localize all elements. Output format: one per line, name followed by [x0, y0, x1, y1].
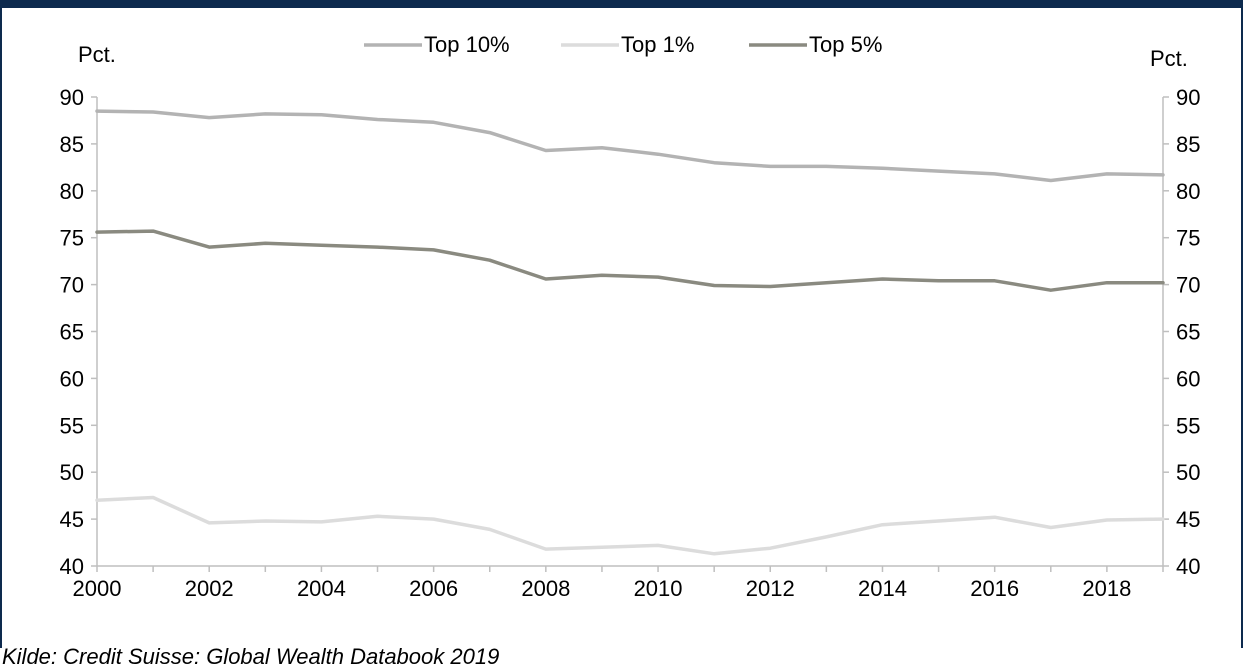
x-tick-label: 2002	[185, 576, 234, 601]
y-tick-label-right: 65	[1176, 320, 1200, 345]
y-tick-label-left: 90	[60, 85, 84, 110]
x-tick-label: 2016	[970, 576, 1019, 601]
y-tick-label-left: 65	[60, 320, 84, 345]
legend-label-2: Top 1%	[621, 32, 694, 57]
x-tick-label: 2008	[521, 576, 570, 601]
series-line-2	[95, 495, 1165, 556]
y-tick-label-right: 50	[1176, 460, 1200, 485]
y-axis-label-left: Pct.	[78, 42, 116, 67]
legend-label-3: Top 5%	[809, 32, 882, 57]
y-tick-label-left: 75	[60, 226, 84, 251]
x-tick-label: 2000	[73, 576, 122, 601]
series-line-3	[95, 229, 1165, 292]
x-tick-label: 2004	[297, 576, 346, 601]
y-tick-label-left: 60	[60, 366, 84, 391]
y-tick-label-right: 55	[1176, 413, 1200, 438]
series-line-1	[95, 109, 1165, 183]
y-tick-label-left: 45	[60, 507, 84, 532]
y-tick-label-right: 45	[1176, 507, 1200, 532]
figure-header-bar	[0, 0, 1243, 8]
y-tick-label-left: 40	[60, 554, 84, 579]
y-tick-label-right: 70	[1176, 273, 1200, 298]
x-tick-label: 2012	[746, 576, 795, 601]
chart-legend: Top 10% Top 1% Top 5%	[364, 32, 882, 57]
y-tick-label-right: 85	[1176, 132, 1200, 157]
frame-border-left	[0, 8, 2, 648]
y-tick-label-right: 40	[1176, 554, 1200, 579]
legend-label-1: Top 10%	[424, 32, 510, 57]
x-tick-label: 2010	[634, 576, 683, 601]
frame-border-right	[1241, 8, 1243, 648]
chart-series	[95, 109, 1165, 556]
y-tick-label-right: 80	[1176, 179, 1200, 204]
source-note: Kilde: Credit Suisse: Global Wealth Data…	[2, 644, 500, 669]
x-tick-label: 2018	[1082, 576, 1131, 601]
y-tick-label-right: 90	[1176, 85, 1200, 110]
x-tick-label: 2006	[409, 576, 458, 601]
chart-axes: 40 40 45 45 50 50 55 55 60 60 65 65 70 70 75 75 80 80 85 85…	[60, 85, 1201, 601]
y-tick-label-left: 55	[60, 413, 84, 438]
x-tick-label: 2014	[858, 576, 907, 601]
y-tick-label-left: 85	[60, 132, 84, 157]
y-axis-label-right: Pct.	[1150, 46, 1188, 71]
line-chart: 40 40 45 45 50 50 55 55 60 60 65 65 70 70 75 75 80 80 85 85…	[60, 32, 1201, 601]
y-tick-label-left: 50	[60, 460, 84, 485]
y-tick-label-left: 70	[60, 273, 84, 298]
y-tick-label-right: 75	[1176, 226, 1200, 251]
y-tick-label-right: 60	[1176, 366, 1200, 391]
y-tick-label-left: 80	[60, 179, 84, 204]
